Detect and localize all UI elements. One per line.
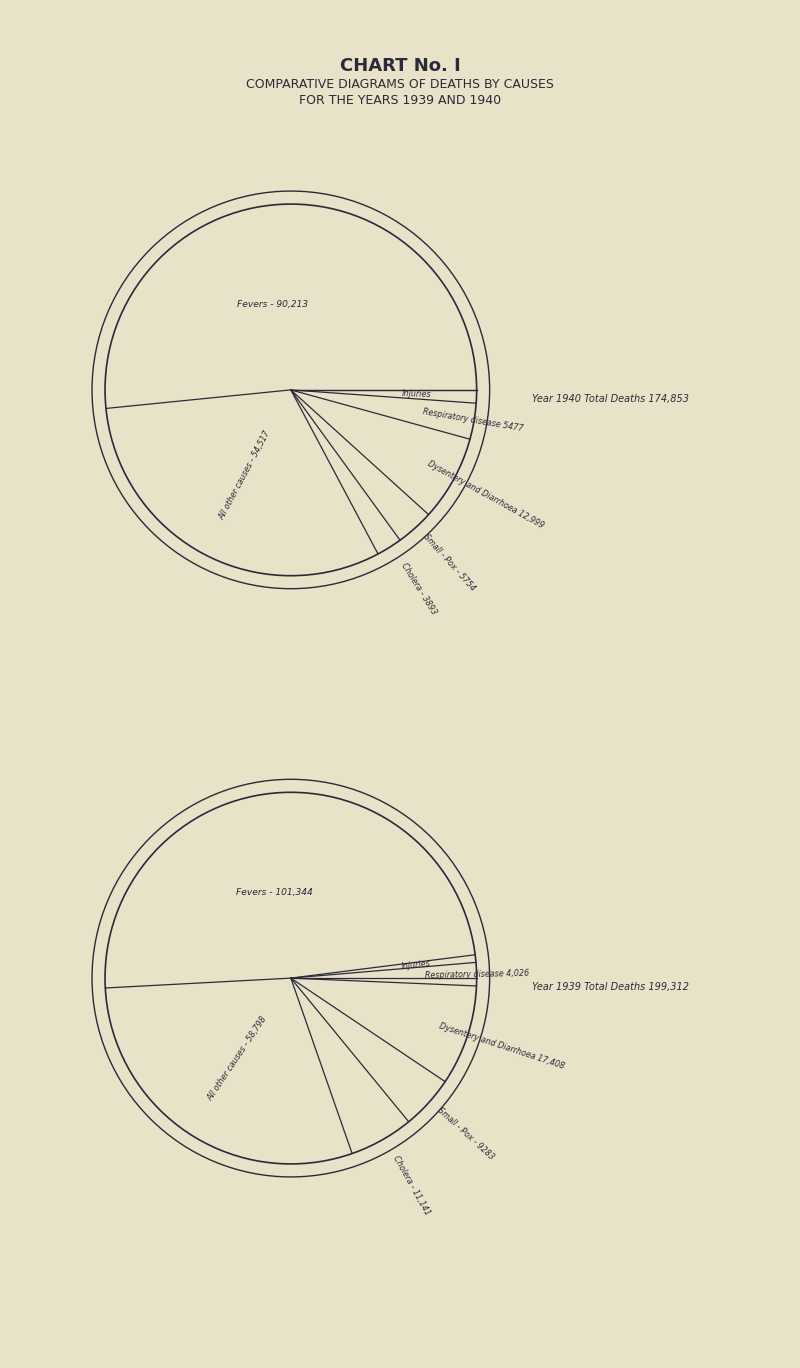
Text: Fevers - 90,213: Fevers - 90,213	[237, 300, 307, 309]
Circle shape	[96, 194, 486, 586]
Text: Small - Pox - 9283: Small - Pox - 9283	[436, 1105, 496, 1161]
Text: Year 1940 Total Deaths 174,853: Year 1940 Total Deaths 174,853	[532, 394, 690, 404]
Text: FOR THE YEARS 1939 AND 1940: FOR THE YEARS 1939 AND 1940	[299, 94, 501, 108]
Text: Year 1939 Total Deaths 199,312: Year 1939 Total Deaths 199,312	[532, 982, 690, 992]
Text: Dysentery and Diarrhoea 17,408: Dysentery and Diarrhoea 17,408	[438, 1022, 566, 1071]
Text: CHART No. I: CHART No. I	[340, 57, 460, 75]
Circle shape	[96, 782, 486, 1174]
Text: COMPARATIVE DIAGRAMS OF DEATHS BY CAUSES: COMPARATIVE DIAGRAMS OF DEATHS BY CAUSES	[246, 78, 554, 92]
Text: Injuries: Injuries	[402, 959, 431, 971]
Text: Small - Pox - 5754: Small - Pox - 5754	[422, 532, 477, 592]
Text: All other causes - 54,517: All other causes - 54,517	[218, 430, 273, 521]
Text: Injuries: Injuries	[402, 390, 432, 399]
Text: Fevers - 101,344: Fevers - 101,344	[235, 888, 312, 897]
Text: Dysentery and Diarrhoea 12,999: Dysentery and Diarrhoea 12,999	[426, 460, 546, 531]
Text: All other causes - 58,798: All other causes - 58,798	[206, 1015, 269, 1103]
Text: Respiratory disease 5477: Respiratory disease 5477	[422, 408, 524, 434]
Text: Cholera - 3893: Cholera - 3893	[399, 561, 438, 616]
Text: Respiratory disease 4,026: Respiratory disease 4,026	[425, 969, 529, 979]
Text: Cholera - 11,141: Cholera - 11,141	[390, 1155, 431, 1218]
